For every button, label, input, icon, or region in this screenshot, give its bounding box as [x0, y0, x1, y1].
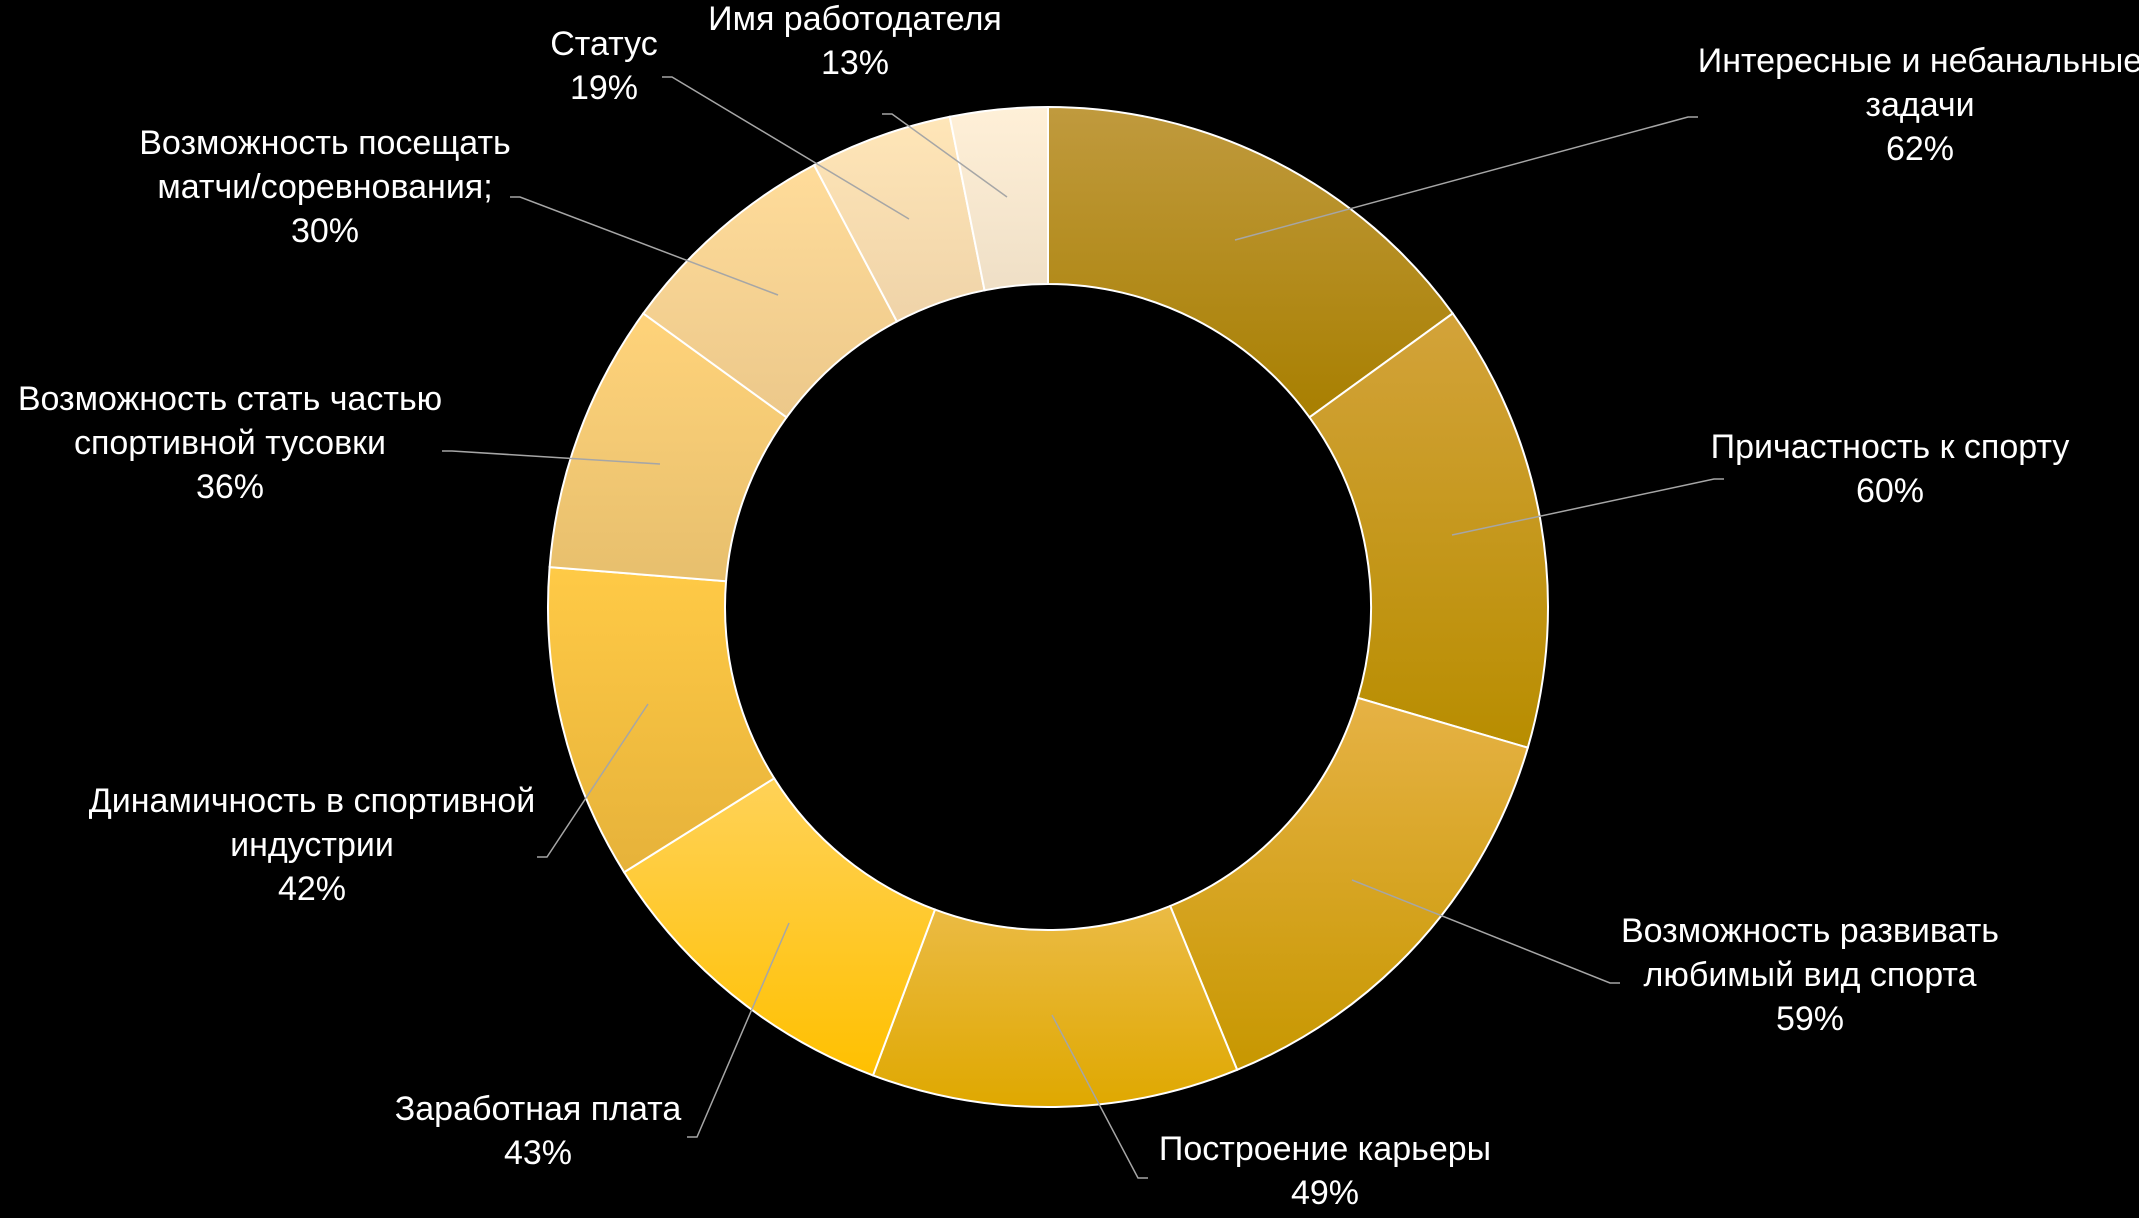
leader-line-8: [510, 196, 779, 296]
slice-label-1-line-2: задачи: [1865, 86, 1974, 124]
leader-line-10: [882, 113, 1008, 198]
slice-value-label-5: 43%: [504, 1134, 572, 1172]
slice-value-label-2: 60%: [1856, 472, 1924, 510]
labels-layer: Интересные и небанальные задачи 62% Причаст…: [18, 0, 2139, 1212]
slice-value-label-3: 59%: [1776, 1000, 1844, 1038]
slice-label-8-line-2: матчи/соревнования;: [157, 168, 492, 206]
slice-label-1-line-1: Интересные и небанальные: [1698, 42, 2139, 80]
leader-line-5: [687, 922, 790, 1138]
slice-4: [871, 904, 1239, 1108]
slice-value-label-10: 13%: [821, 44, 889, 82]
slices-layer: [547, 105, 1549, 1108]
slice-label-7-line-1: Возможность стать частью: [18, 380, 442, 418]
slice-label-3-line-2: любимый вид спорта: [1644, 956, 1977, 994]
slice-label-6-line-2: индустрии: [230, 826, 394, 864]
slice-value-label-4: 49%: [1291, 1174, 1359, 1212]
slice-label-8-line-1: Возможность посещать: [139, 124, 511, 162]
leader-line-3: [1351, 879, 1620, 984]
slice-1: [1047, 105, 1455, 419]
leader-line-9: [662, 76, 910, 220]
slice-label-9-line-1: Статус: [550, 25, 657, 63]
slice-label-2-line-1: Причастность к спорту: [1711, 428, 2070, 466]
slice-label-3-line-1: Возможность развивать: [1621, 912, 1999, 950]
leader-line-7: [442, 450, 661, 465]
slice-3: [1168, 696, 1530, 1072]
leader-line-1: [1234, 116, 1698, 241]
slice-label-7-line-2: спортивной тусовки: [74, 424, 386, 462]
slice-value-label-8: 30%: [291, 212, 359, 250]
slice-label-4-line-1: Построение карьеры: [1159, 1130, 1491, 1168]
leader-line-4: [1051, 1014, 1148, 1179]
slice-value-label-1: 62%: [1886, 130, 1954, 168]
slice-value-label-6: 42%: [278, 870, 346, 908]
leader-lines-layer: [442, 76, 1724, 1179]
leader-line-2: [1451, 478, 1724, 536]
slice-2: [1308, 312, 1549, 749]
slice-value-label-9: 19%: [570, 69, 638, 107]
leader-line-6: [537, 703, 649, 858]
slice-value-label-7: 36%: [196, 468, 264, 506]
slice-10: [948, 105, 1049, 292]
slice-label-6-line-1: Динамичность в спортивной: [89, 782, 536, 820]
slice-label-5-line-1: Заработная плата: [395, 1090, 682, 1128]
slice-label-10-line-1: Имя работодателя: [708, 0, 1002, 38]
